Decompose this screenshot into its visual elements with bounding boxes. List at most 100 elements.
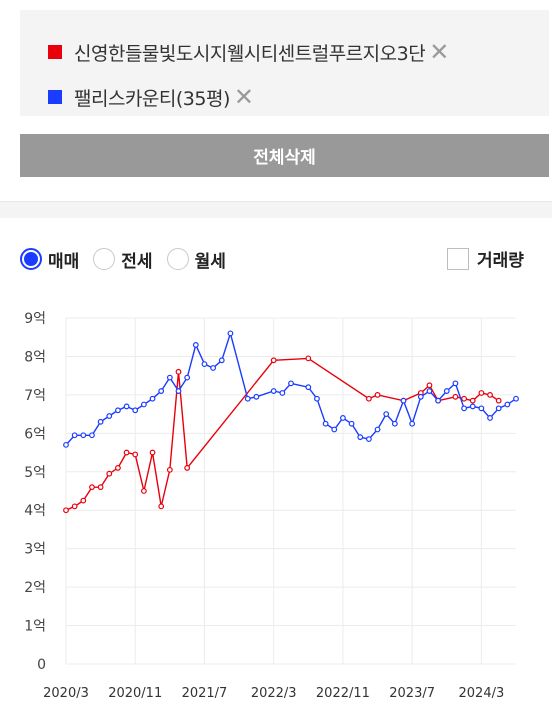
data-point bbox=[184, 465, 191, 471]
radio-jeonse[interactable]: 전세 bbox=[93, 247, 153, 272]
data-point bbox=[97, 418, 104, 425]
data-point bbox=[71, 503, 78, 510]
data-point bbox=[461, 395, 467, 402]
data-point bbox=[227, 330, 234, 337]
x-tick-label: 2020/11 bbox=[108, 686, 162, 701]
data-point bbox=[158, 388, 165, 394]
compare-list: 신영한들물빛도시지웰시티센트럴푸르지오3단 ✕ 팰리스카운티(35평) ✕ bbox=[20, 10, 549, 116]
data-point bbox=[288, 380, 294, 387]
data-point bbox=[166, 466, 173, 473]
data-point bbox=[63, 507, 69, 514]
y-tick-label: 5억 bbox=[24, 465, 46, 481]
radio-label: 매매 bbox=[48, 251, 80, 272]
data-point bbox=[192, 342, 199, 348]
series-line-1 bbox=[65, 357, 500, 511]
data-point bbox=[149, 449, 156, 456]
data-point bbox=[469, 403, 476, 410]
data-point bbox=[218, 357, 225, 364]
data-point bbox=[244, 395, 251, 402]
data-point bbox=[115, 407, 121, 414]
data-point bbox=[426, 382, 433, 389]
data-point bbox=[495, 397, 502, 404]
data-point bbox=[391, 420, 398, 427]
close-icon[interactable]: ✕ bbox=[233, 83, 254, 111]
data-point bbox=[123, 449, 130, 456]
radio-sale[interactable]: 매매 bbox=[20, 247, 79, 272]
compare-item-1: 신영한들물빛도시지웰시티센트럴푸르지오3단 ✕ bbox=[48, 32, 449, 72]
data-point bbox=[140, 488, 147, 494]
x-tick-label: 2024/3 bbox=[459, 686, 505, 701]
data-point bbox=[166, 374, 173, 381]
data-point bbox=[504, 401, 511, 408]
data-point bbox=[270, 357, 277, 364]
section-divider bbox=[0, 201, 552, 218]
data-point bbox=[400, 397, 407, 404]
data-point bbox=[340, 415, 346, 421]
data-point bbox=[305, 384, 312, 391]
x-tick-label: 2022/11 bbox=[316, 686, 370, 701]
radio-circle bbox=[20, 248, 42, 270]
data-point bbox=[97, 484, 104, 491]
data-point bbox=[374, 391, 381, 398]
data-point bbox=[253, 393, 260, 400]
data-point bbox=[513, 395, 519, 402]
data-point bbox=[184, 374, 191, 381]
data-point bbox=[383, 411, 390, 418]
data-point bbox=[132, 407, 139, 414]
x-tick-label: 2021/7 bbox=[182, 686, 228, 701]
y-tick-label: 4억 bbox=[24, 503, 46, 519]
data-point bbox=[348, 420, 355, 427]
volume-checkbox[interactable]: 거래량 bbox=[447, 246, 524, 271]
data-point bbox=[331, 426, 338, 433]
data-point bbox=[89, 484, 95, 491]
delete-all-button[interactable]: 전체삭제 bbox=[20, 134, 549, 177]
data-point bbox=[469, 397, 476, 404]
y-tick-label: 6억 bbox=[24, 426, 46, 442]
series-color-blue bbox=[48, 90, 62, 104]
data-point bbox=[487, 415, 493, 421]
checkbox-box bbox=[447, 247, 469, 270]
y-tick-label: 7억 bbox=[24, 388, 46, 404]
data-point bbox=[478, 390, 485, 396]
data-point bbox=[417, 393, 424, 400]
data-point bbox=[123, 403, 130, 410]
series-color-red bbox=[48, 45, 62, 59]
data-point bbox=[365, 395, 372, 402]
data-point bbox=[175, 388, 182, 394]
data-point bbox=[149, 395, 156, 402]
data-point bbox=[435, 397, 442, 404]
data-point bbox=[461, 405, 467, 412]
price-chart: 2020/3 2020/11 2021/7 2022/3 2022/11 2023/7 20… bbox=[24, 311, 519, 701]
data-point bbox=[140, 401, 147, 408]
compare-item-2: 팰리스카운티(35평) ✕ bbox=[48, 77, 254, 117]
radio-monthly-rent[interactable]: 월세 bbox=[166, 247, 226, 272]
y-tick-label: 8억 bbox=[24, 349, 46, 365]
y-tick-label: 2억 bbox=[24, 580, 46, 596]
data-point bbox=[487, 391, 493, 398]
data-point bbox=[478, 405, 485, 412]
data-point bbox=[63, 441, 69, 448]
data-point bbox=[357, 434, 364, 441]
data-point bbox=[426, 388, 433, 394]
data-point bbox=[443, 388, 450, 394]
data-point bbox=[452, 393, 459, 400]
close-icon[interactable]: ✕ bbox=[429, 38, 450, 66]
radio-circle bbox=[93, 248, 116, 270]
x-tick-label: 2022/3 bbox=[251, 686, 297, 701]
x-tick-label: 2023/7 bbox=[389, 686, 435, 701]
data-point bbox=[132, 451, 139, 458]
radio-label: 월세 bbox=[194, 251, 226, 272]
data-point bbox=[106, 470, 113, 477]
data-point bbox=[175, 368, 182, 375]
data-point bbox=[365, 436, 372, 443]
data-point bbox=[495, 405, 502, 412]
y-tick-label: 3억 bbox=[24, 542, 46, 558]
data-point bbox=[322, 420, 329, 427]
data-point bbox=[158, 503, 165, 510]
compare-item-name: 신영한들물빛도시지웰시티센트럴푸르지오3단 bbox=[74, 42, 426, 65]
compare-item-name: 팰리스카운티(35평) bbox=[74, 87, 230, 110]
data-point bbox=[305, 355, 312, 362]
radio-circle bbox=[166, 248, 189, 270]
data-point bbox=[452, 380, 459, 387]
x-tick-label: 2020/3 bbox=[43, 686, 89, 701]
